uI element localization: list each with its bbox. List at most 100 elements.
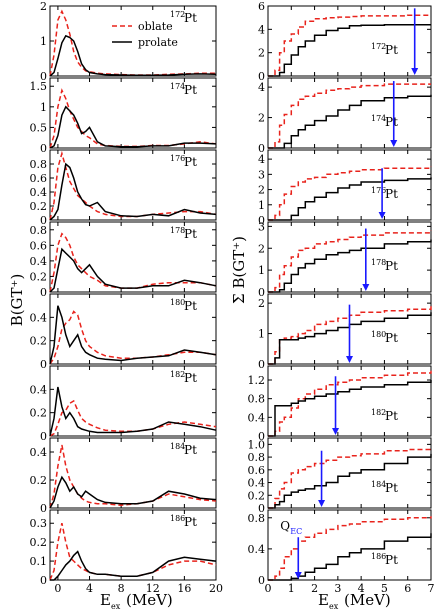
- x-tick-label: 3: [334, 582, 341, 595]
- plot-frame: [49, 77, 217, 149]
- isotope-mass-label: 178: [170, 226, 185, 235]
- series-line-oblate: [268, 83, 431, 149]
- y-tick-label: 2: [258, 297, 265, 310]
- svg-text:ex: ex: [329, 602, 339, 611]
- isotope-mass-label: 184: [170, 442, 185, 451]
- series-line-prolate: [49, 247, 217, 293]
- y-tick-label: 2: [258, 112, 265, 125]
- y-tick-label: 0.4: [30, 311, 48, 324]
- y-tick-label: 0: [258, 70, 265, 83]
- qec-arrow-head: [411, 68, 419, 75]
- y-tick-label: 1.0: [248, 438, 266, 451]
- isotope-mass-label: 178: [371, 258, 386, 267]
- y-tick-label: 0.4: [30, 255, 48, 268]
- series-line-prolate: [49, 105, 217, 149]
- y-tick-label: 4: [258, 23, 265, 36]
- svg-text:ex: ex: [111, 602, 121, 611]
- y-tick-label: 0.2: [30, 474, 48, 487]
- y-tick-label: 0.4: [248, 477, 266, 490]
- y-tick-label: 2: [258, 242, 265, 255]
- legend: oblate prolate: [112, 20, 178, 49]
- series-line-prolate: [49, 34, 217, 77]
- y-tick-label: 0.2: [30, 335, 48, 348]
- y-tick-label: 0: [40, 142, 47, 155]
- y-tick-label: 0.8: [248, 451, 266, 464]
- qec-arrow-head: [390, 140, 398, 147]
- isotope-mass-label: 176: [371, 186, 386, 195]
- y-tick-label: 0.2: [30, 536, 48, 549]
- y-tick-label: 0.4: [30, 446, 48, 459]
- series-line-oblate: [268, 230, 432, 293]
- y-tick-label: 0.2: [30, 407, 48, 420]
- y-tick-label: 0: [40, 70, 47, 83]
- series-line-prolate: [268, 177, 432, 221]
- isotope-label: Pt: [184, 155, 197, 169]
- y-tick-label: 0.2: [248, 489, 266, 502]
- isotope-mass-label: 174: [371, 114, 386, 123]
- y-tick-label: 0.6: [30, 239, 48, 252]
- x-tick-label: 4: [86, 582, 93, 595]
- plot-frame: [267, 293, 432, 365]
- isotope-mass-label: 180: [371, 330, 386, 339]
- series-line-oblate: [49, 399, 217, 437]
- y-tick-label: 3: [258, 220, 265, 233]
- y-tick-label: 0: [40, 286, 47, 299]
- x-tick-label: 8: [118, 582, 125, 595]
- x-tick-label: 7: [428, 582, 435, 595]
- y-tick-label: 0.5: [30, 121, 48, 134]
- isotope-label: Pt: [184, 515, 197, 529]
- series-line-oblate: [268, 14, 431, 77]
- y-tick-label: 0: [258, 286, 265, 299]
- series-line-prolate: [50, 550, 217, 581]
- series-line-prolate: [268, 239, 432, 293]
- isotope-mass-label: 186: [170, 514, 185, 523]
- y-tick-label: 0: [258, 142, 265, 155]
- y-tick-label: 0.6: [248, 464, 266, 477]
- series-line-oblate: [49, 444, 217, 509]
- qec-arrow-head: [346, 356, 353, 363]
- y-tick-label: 2: [40, 0, 47, 13]
- isotope-label: Pt: [385, 553, 398, 567]
- y-tick-label: 0.8: [248, 512, 266, 525]
- series-line-prolate: [268, 380, 432, 437]
- plot-frame: [267, 149, 432, 221]
- x-tick-label: 20: [209, 582, 223, 595]
- qec-sub-label: EC: [290, 527, 302, 536]
- y-tick-label: 0.1: [30, 555, 48, 568]
- series-line-prolate: [268, 23, 431, 77]
- plot-frame: [49, 509, 217, 581]
- plot-frame: [49, 365, 217, 437]
- plot-frame: [267, 365, 432, 437]
- series-line-oblate: [268, 447, 432, 509]
- left-x-axis-label: E ex (MeV): [100, 591, 173, 611]
- isotope-label: Pt: [184, 227, 197, 241]
- right-x-axis-label: E ex (MeV): [318, 591, 391, 611]
- x-tick-label: 12: [146, 582, 160, 595]
- qec-arrow-head: [332, 428, 340, 435]
- isotope-mass-label: 182: [170, 370, 185, 379]
- y-tick-label: 0.8: [30, 224, 48, 237]
- y-tick-label: 0.4: [248, 543, 266, 556]
- isotope-mass-label: 174: [170, 82, 185, 91]
- y-tick-label: 0.4: [248, 411, 266, 424]
- isotope-label: Pt: [184, 83, 197, 97]
- series-line-prolate: [268, 533, 432, 581]
- plot-frame: [49, 437, 217, 509]
- y-tick-label: 0.8: [30, 158, 48, 171]
- series-line-oblate: [49, 523, 217, 581]
- plot-frame: [267, 5, 432, 77]
- isotope-label: Pt: [184, 371, 197, 385]
- series-line-oblate: [268, 306, 432, 365]
- x-tick-label: 16: [177, 582, 191, 595]
- isotope-label: Pt: [385, 43, 398, 57]
- plot-frame: [267, 221, 432, 293]
